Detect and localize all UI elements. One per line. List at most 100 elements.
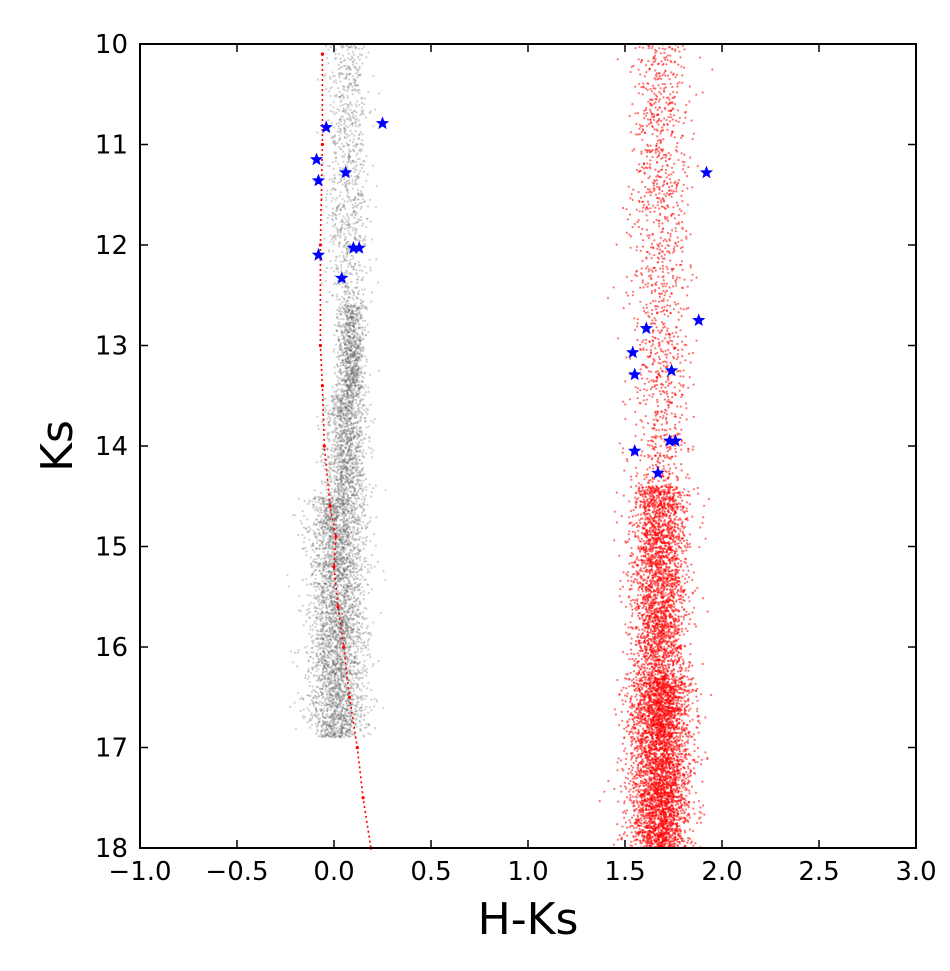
scatter-point: [332, 167, 335, 170]
scatter-point: [298, 594, 301, 597]
scatter-point: [337, 267, 340, 270]
scatter-point: [360, 386, 363, 389]
scatter-point: [314, 619, 317, 622]
scatter-point: [308, 501, 311, 504]
scatter-point: [351, 296, 354, 299]
scatter-point: [347, 412, 350, 415]
scatter-point: [357, 640, 360, 643]
scatter-point: [336, 265, 339, 268]
scatter-point: [350, 486, 353, 489]
scatter-point: [360, 694, 363, 698]
scatter-point: [353, 175, 356, 178]
scatter-point: [306, 608, 309, 612]
scatter-point: [348, 402, 351, 405]
scatter-point: [357, 192, 360, 195]
scatter-point: [297, 691, 300, 695]
scatter-point: [334, 188, 337, 191]
scatter-point: [352, 409, 355, 412]
scatter-point: [344, 132, 347, 135]
scatter-point: [344, 163, 347, 166]
scatter-point: [320, 458, 323, 462]
scatter-point: [337, 338, 340, 341]
scatter-point: [350, 45, 353, 48]
scatter-point: [346, 299, 349, 302]
scatter-point: [339, 80, 342, 83]
scatter-point: [289, 705, 292, 709]
scatter-point: [373, 418, 376, 421]
scatter-point: [337, 379, 340, 382]
scatter-point: [343, 204, 346, 207]
scatter-point: [352, 148, 355, 151]
scatter-point: [355, 468, 358, 471]
scatter-point: [362, 170, 365, 173]
scatter-point: [355, 381, 358, 384]
scatter-point: [369, 733, 372, 736]
scatter-point: [364, 116, 368, 119]
scatter-point: [305, 645, 309, 648]
scatter-point: [364, 235, 367, 238]
scatter-point: [354, 349, 358, 352]
scatter-point: [315, 679, 319, 682]
scatter-point: [332, 139, 335, 142]
scatter-point: [314, 518, 318, 521]
scatter-point: [345, 117, 348, 120]
scatter-point: [357, 275, 360, 278]
scatter-point: [354, 386, 357, 389]
scatter-point: [349, 119, 352, 122]
scatter-point: [348, 327, 351, 330]
scatter-point: [347, 219, 350, 222]
scatter-point: [342, 390, 346, 393]
scatter-point: [369, 110, 372, 113]
scatter-point: [313, 489, 316, 492]
scatter-point: [332, 187, 335, 190]
scatter-point: [341, 474, 344, 477]
scatter-point: [344, 290, 347, 294]
scatter-point: [339, 228, 342, 232]
scatter-point: [338, 414, 341, 417]
scatter-point: [346, 253, 349, 256]
scatter-point: [339, 191, 342, 194]
scatter-point: [349, 443, 353, 446]
scatter-point: [360, 370, 363, 373]
scatter-point: [356, 473, 359, 476]
scatter-point: [344, 58, 347, 62]
scatter-point: [361, 489, 364, 492]
scatter-point: [362, 300, 365, 303]
scatter-point: [351, 124, 354, 127]
scatter-point: [353, 58, 356, 61]
scatter-point: [344, 341, 347, 344]
scatter-point: [325, 205, 328, 208]
scatter-point: [335, 209, 338, 212]
scatter-point: [335, 475, 338, 478]
scatter-point: [339, 202, 342, 205]
scatter-point: [354, 83, 357, 86]
scatter-point: [352, 222, 355, 225]
scatter-point: [339, 308, 342, 311]
scatter-point: [346, 285, 349, 288]
scatter-point: [340, 390, 343, 394]
scatter-point: [348, 196, 351, 199]
scatter-point: [352, 475, 355, 478]
scatter-point: [351, 460, 354, 463]
scatter-point: [339, 368, 342, 371]
scatter-point: [333, 113, 336, 116]
scatter-point: [347, 112, 350, 115]
scatter-point: [348, 308, 351, 311]
scatter-point: [335, 421, 338, 424]
scatter-point: [306, 678, 309, 681]
scatter-point: [355, 143, 358, 146]
scatter-point: [362, 500, 366, 504]
scatter-point: [366, 654, 369, 657]
scatter-point: [360, 406, 363, 409]
scatter-point: [354, 144, 357, 147]
scatter-point: [344, 402, 347, 405]
scatter-point: [339, 128, 342, 131]
scatter-point: [348, 387, 351, 390]
scatter-point: [345, 269, 348, 272]
scatter-point: [351, 181, 354, 184]
scatter-point: [334, 238, 337, 241]
scatter-point: [350, 659, 353, 662]
scatter-point: [319, 455, 322, 458]
scatter-point: [356, 314, 359, 317]
scatter-point: [322, 531, 325, 535]
